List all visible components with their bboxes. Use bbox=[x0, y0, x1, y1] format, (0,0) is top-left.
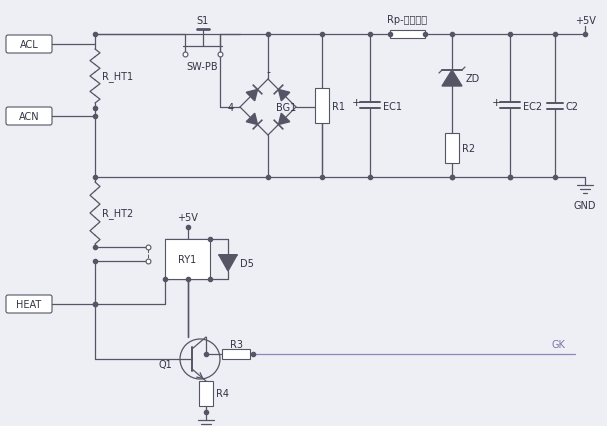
Bar bbox=[199, 381, 213, 406]
Text: GND: GND bbox=[574, 201, 596, 210]
Text: EC2: EC2 bbox=[523, 101, 542, 111]
Text: BG1: BG1 bbox=[276, 103, 296, 113]
Text: C2: C2 bbox=[565, 101, 578, 111]
Text: +: + bbox=[491, 97, 501, 107]
Polygon shape bbox=[246, 90, 257, 101]
Text: ZD: ZD bbox=[466, 74, 480, 84]
Text: EC1: EC1 bbox=[383, 101, 402, 111]
Text: S1: S1 bbox=[197, 16, 209, 26]
FancyBboxPatch shape bbox=[6, 295, 52, 313]
Text: 4: 4 bbox=[228, 103, 234, 113]
Text: Rp-绕线电阶: Rp-绕线电阶 bbox=[387, 15, 427, 25]
Text: Q1: Q1 bbox=[158, 359, 172, 369]
Text: GK: GK bbox=[551, 339, 565, 349]
FancyBboxPatch shape bbox=[6, 36, 52, 54]
Polygon shape bbox=[246, 114, 257, 125]
Text: R4: R4 bbox=[216, 389, 229, 399]
Text: R1: R1 bbox=[332, 101, 345, 111]
Bar bbox=[445, 134, 459, 164]
Text: ACL: ACL bbox=[19, 40, 38, 50]
Text: SW-PB: SW-PB bbox=[187, 62, 219, 72]
Bar bbox=[222, 349, 250, 359]
Text: +: + bbox=[351, 97, 361, 107]
Bar bbox=[165, 239, 210, 279]
Text: R2: R2 bbox=[462, 144, 475, 154]
Text: D5: D5 bbox=[240, 259, 254, 268]
Polygon shape bbox=[219, 256, 237, 271]
Text: -: - bbox=[266, 67, 270, 77]
Bar bbox=[315, 89, 329, 124]
Text: R_HT2: R_HT2 bbox=[102, 208, 134, 219]
Polygon shape bbox=[279, 114, 290, 125]
Text: +5V: +5V bbox=[177, 213, 198, 222]
Text: R_HT1: R_HT1 bbox=[102, 72, 133, 82]
Bar bbox=[390, 31, 425, 39]
Polygon shape bbox=[442, 71, 462, 87]
Text: R3: R3 bbox=[229, 339, 243, 349]
FancyBboxPatch shape bbox=[6, 108, 52, 126]
Text: ACN: ACN bbox=[19, 112, 39, 122]
Text: +5V: +5V bbox=[575, 16, 595, 26]
Text: HEAT: HEAT bbox=[16, 299, 42, 309]
Text: RY1: RY1 bbox=[178, 254, 197, 265]
Polygon shape bbox=[279, 90, 290, 101]
